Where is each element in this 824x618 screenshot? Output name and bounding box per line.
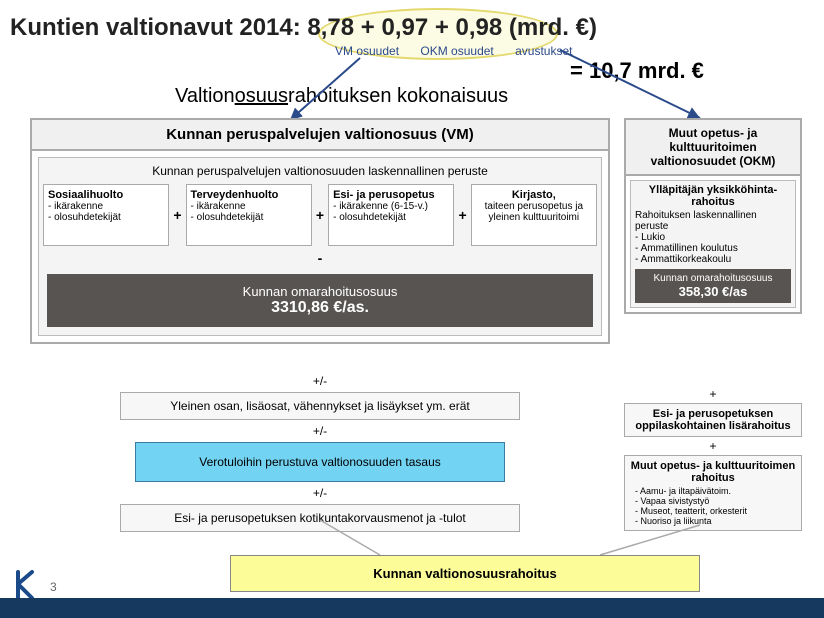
vm-peruste-title: Kunnan peruspalvelujen valtionosuuden la… — [43, 162, 597, 184]
box-esi-perusopetus: Esi- ja perusopetus - ikärakenne (6-15-v… — [328, 184, 454, 246]
sublabel-avustukset: avustukset — [515, 44, 572, 58]
row-yleinen: Yleinen osan, lisäosat, vähennykset ja l… — [120, 392, 520, 420]
okm-box-muut: Muut opetus- ja kulttuuritoimen rahoitus… — [624, 455, 802, 531]
plus-icon: + — [456, 207, 468, 223]
okm-inner: Ylläpitäjän yksikköhinta­rahoitus Rahoit… — [630, 180, 796, 308]
sum-sublabels: VM osuudet OKM osuudet avustukset — [335, 44, 590, 58]
okm-lower-stack: + Esi- ja perusopetuksen oppilaskohtaine… — [624, 385, 802, 531]
plus-sign: + — [624, 385, 802, 403]
vm-four-boxes: Sosiaalihuolto - ikärakenne- olosuhdetek… — [43, 184, 597, 246]
sublabel-vm: VM osuudet — [335, 44, 399, 58]
okm-box-lisarahoitus: Esi- ja perusopetuksen oppilaskohtainen … — [624, 403, 802, 437]
plus-icon: + — [314, 207, 326, 223]
page-title: Kuntien valtionavut 2014: 8,78 + 0,97 + … — [10, 14, 597, 42]
box-terveydenhuolto: Terveydenhuolto - ikärakenne- olosuhdete… — [186, 184, 312, 246]
okm-omarahoitus: Kunnan omarahoitusosuus 358,30 €/as — [635, 269, 791, 303]
minus-sign: - — [43, 246, 597, 270]
vm-peruste: Kunnan peruspalvelujen valtionosuuden la… — [38, 157, 602, 336]
plusminus: +/- — [30, 370, 610, 392]
title-prefix: Kuntien valtionavut 2014: — [10, 14, 301, 41]
equals-total: = 10,7 mrd. € — [570, 58, 704, 84]
okm-block: Muut opetus- ja kulttuuritoimen valtiono… — [624, 118, 802, 314]
vm-block: Kunnan peruspalvelujen valtionosuus (VM)… — [30, 118, 610, 344]
plus-icon: + — [171, 207, 183, 223]
page-number: 3 — [50, 580, 57, 594]
box-sosiaalihuolto: Sosiaalihuolto - ikärakenne- olosuhdetek… — [43, 184, 169, 246]
title-unit: (mrd. €) — [509, 14, 597, 41]
plusminus: +/- — [30, 482, 610, 504]
box-kirjasto: Kirjasto, taiteen perusopetus ja yleinen… — [471, 184, 597, 246]
sublabel-okm: OKM osuudet — [420, 44, 493, 58]
vm-lower-stack: +/- Yleinen osan, lisäosat, vähennykset … — [30, 370, 610, 532]
vm-omarahoitus: Kunnan omarahoitusosuus 3310,86 €/as. — [47, 274, 593, 327]
footer-bar — [0, 598, 824, 618]
vm-title: Kunnan peruspalvelujen valtionosuus (VM) — [32, 120, 608, 151]
row-verotuloihin: Verotuloihin perustuva valtionosuuden ta… — [135, 442, 505, 482]
plus-sign: + — [624, 437, 802, 455]
k-logo-icon — [14, 570, 38, 600]
plusminus: +/- — [30, 420, 610, 442]
row-kotikuntakorvaus: Esi- ja perusopetuksen kotikuntakorvausm… — [120, 504, 520, 532]
title-numbers: 8,78 + 0,97 + 0,98 — [307, 14, 502, 41]
subtitle: Valtionosuusrahoituksen kokonaisuus — [175, 85, 508, 108]
final-box: Kunnan valtionosuusrahoitus — [230, 555, 700, 592]
okm-title: Muut opetus- ja kulttuuritoimen valtiono… — [626, 120, 800, 176]
